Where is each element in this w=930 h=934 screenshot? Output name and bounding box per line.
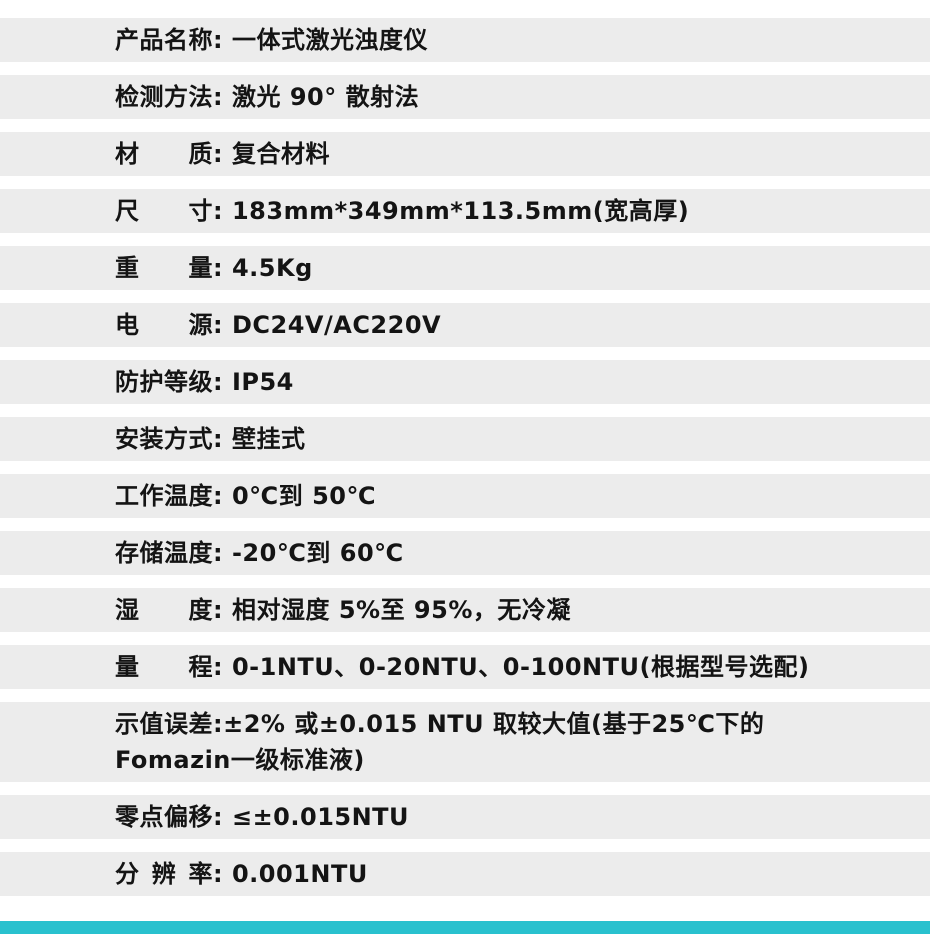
- spec-row: 工作温度: 0℃到 50℃: [0, 474, 930, 518]
- spec-row: 量程: 0-1NTU、0-20NTU、0-100NTU(根据型号选配): [0, 645, 930, 689]
- spec-value: 相对湿度 5%至 95%，无冷凝: [223, 596, 571, 624]
- spec-row: 重量: 4.5Kg: [0, 246, 930, 290]
- spec-value: ≤±0.015NTU: [223, 803, 410, 831]
- spec-row: 检测方法: 激光 90° 散射法: [0, 75, 930, 119]
- spec-value: 0℃到 50℃: [223, 482, 377, 510]
- spec-row: 防护等级: IP54: [0, 360, 930, 404]
- spec-row: 示值误差:±2% 或±0.015 NTU 取较大值(基于25℃下的Fomazin…: [0, 702, 930, 782]
- spec-value: -20℃到 60℃: [223, 539, 404, 567]
- spec-label: 电源: [115, 311, 213, 339]
- accent-bar: [0, 921, 930, 934]
- spec-colon: :: [213, 197, 224, 225]
- spec-row: 材质: 复合材料: [0, 132, 930, 176]
- spec-colon: :: [213, 860, 224, 888]
- spec-row: 分辨率: 0.001NTU: [0, 852, 930, 896]
- spec-row: 零点偏移: ≤±0.015NTU: [0, 795, 930, 839]
- spec-colon: :: [213, 140, 224, 168]
- spec-colon: :: [213, 425, 224, 453]
- spec-colon: :: [213, 710, 224, 738]
- spec-value: IP54: [223, 368, 294, 396]
- spec-colon: :: [213, 803, 224, 831]
- spec-colon: :: [213, 83, 224, 111]
- spec-value: 0.001NTU: [223, 860, 368, 888]
- spec-colon: :: [213, 254, 224, 282]
- spec-row: 电源: DC24V/AC220V: [0, 303, 930, 347]
- spec-value: DC24V/AC220V: [223, 311, 442, 339]
- spec-label: 存储温度: [115, 539, 213, 567]
- spec-label: 重量: [115, 254, 213, 282]
- spec-label: 湿度: [115, 596, 213, 624]
- spec-label: 零点偏移: [115, 803, 213, 831]
- spec-value: 0-1NTU、0-20NTU、0-100NTU(根据型号选配): [223, 653, 810, 681]
- spec-colon: :: [213, 653, 224, 681]
- spec-value: 4.5Kg: [223, 254, 313, 282]
- spec-label: 工作温度: [115, 482, 213, 510]
- spec-label: 示值误差: [115, 710, 213, 738]
- spec-label: 量程: [115, 653, 213, 681]
- spec-value: 一体式激光浊度仪: [223, 26, 428, 54]
- spec-label: 产品名称: [115, 26, 213, 54]
- spec-label: 尺寸: [115, 197, 213, 225]
- spec-value: 183mm*349mm*113.5mm(宽高厚): [223, 197, 690, 225]
- spec-value: ±2% 或±0.015 NTU 取较大值(基于25℃下的Fomazin一级标准液…: [115, 710, 765, 774]
- spec-colon: :: [213, 482, 224, 510]
- spec-colon: :: [213, 26, 224, 54]
- spec-table: 产品名称: 一体式激光浊度仪 检测方法: 激光 90° 散射法 材质: 复合材料…: [0, 18, 930, 896]
- spec-label: 防护等级: [115, 368, 213, 396]
- spec-value: 激光 90° 散射法: [223, 83, 420, 111]
- spec-label: 分辨率: [115, 860, 213, 888]
- spec-colon: :: [213, 539, 224, 567]
- spec-label: 安装方式: [115, 425, 213, 453]
- spec-row: 产品名称: 一体式激光浊度仪: [0, 18, 930, 62]
- spec-colon: :: [213, 311, 224, 339]
- spec-row: 湿度: 相对湿度 5%至 95%，无冷凝: [0, 588, 930, 632]
- spec-colon: :: [213, 596, 224, 624]
- spec-row: 存储温度: -20℃到 60℃: [0, 531, 930, 575]
- spec-row: 尺寸: 183mm*349mm*113.5mm(宽高厚): [0, 189, 930, 233]
- spec-label: 检测方法: [115, 83, 213, 111]
- spec-colon: :: [213, 368, 224, 396]
- spec-row: 安装方式: 壁挂式: [0, 417, 930, 461]
- spec-label: 材质: [115, 140, 213, 168]
- spec-value: 壁挂式: [223, 425, 306, 453]
- spec-value: 复合材料: [223, 140, 330, 168]
